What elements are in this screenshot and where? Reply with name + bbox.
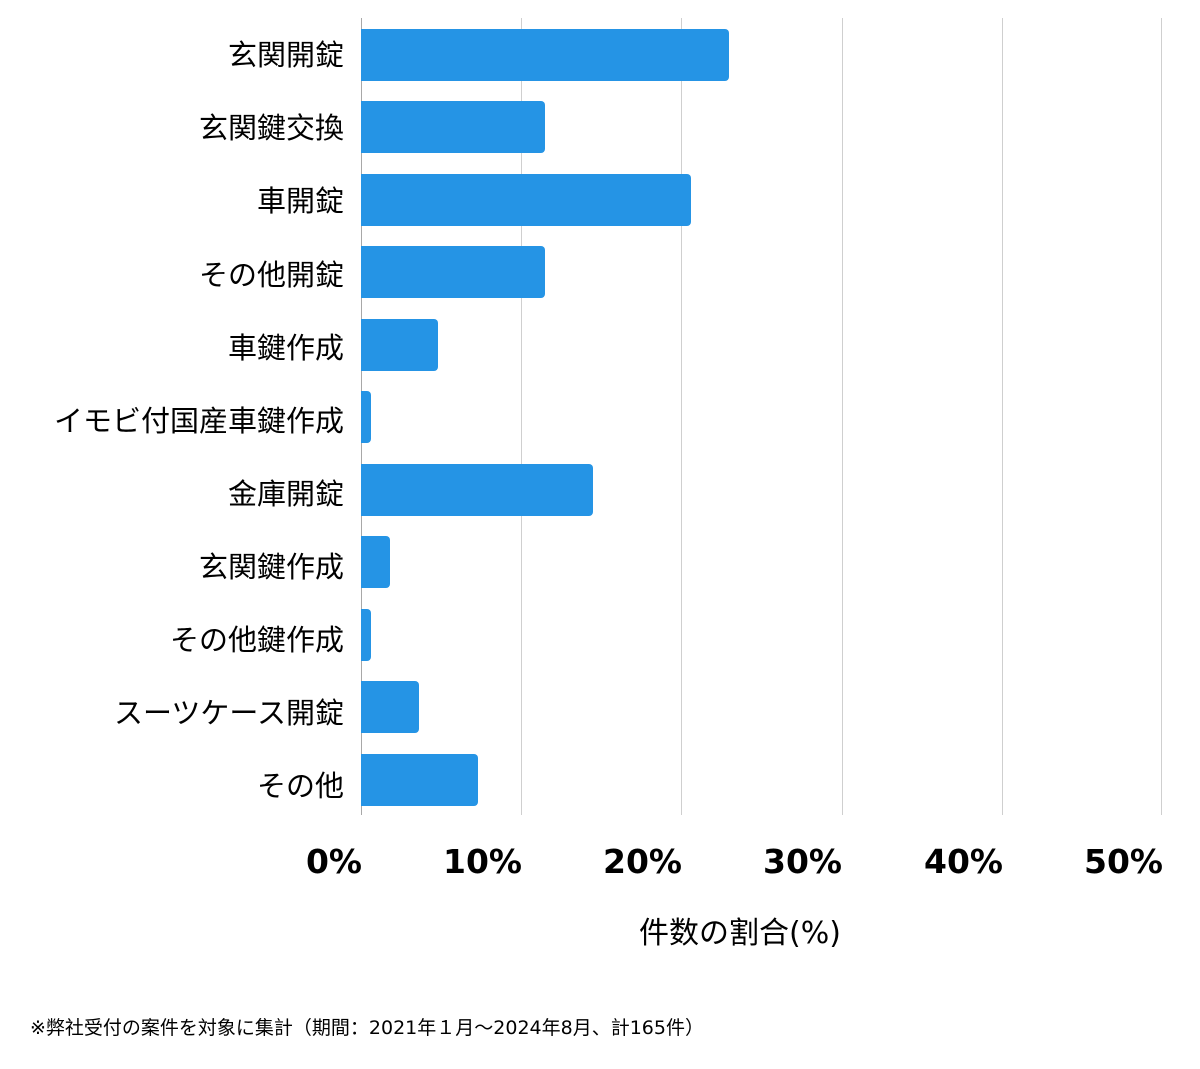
bar: [361, 29, 730, 81]
category-label: その他鍵作成: [169, 623, 344, 657]
gridline-10: [521, 18, 523, 815]
bar-row: [361, 308, 1162, 380]
bar-row: [361, 163, 1162, 235]
category-label: 車開錠: [256, 184, 344, 218]
bar-row: [361, 525, 1162, 597]
bar-row: [361, 235, 1162, 307]
bar: [361, 173, 691, 226]
category-label: 玄関鍵交換: [198, 111, 344, 145]
category-label: その他: [256, 769, 344, 803]
bar: [361, 101, 546, 154]
footnote: ※弊社受付の案件を対象に集計（期間：2021年１月〜2024年8月、計165件）: [30, 1017, 704, 1039]
category-label: スーツケース開錠: [114, 696, 344, 730]
category-label: 玄関鍵作成: [198, 550, 344, 584]
x-tick-label: 50%: [1084, 842, 1163, 881]
category-label: 玄関開錠: [227, 38, 344, 72]
x-tick-label: 20%: [603, 842, 682, 881]
bar: [361, 318, 438, 371]
bar-row: [361, 380, 1162, 452]
bar: [361, 608, 371, 661]
bar: [361, 246, 546, 299]
bar-row: [361, 90, 1162, 162]
gridline-40: [1001, 18, 1003, 815]
bar-row: [361, 743, 1162, 815]
gridline-50: [1161, 18, 1162, 815]
bar: [361, 536, 390, 589]
bar: [361, 463, 594, 516]
gridline-20: [681, 18, 683, 815]
x-tick-label: 30%: [763, 842, 842, 881]
x-tick-label: 0%: [305, 842, 362, 881]
category-label: 金庫開錠: [227, 477, 344, 511]
bar-row: [361, 598, 1162, 670]
bar: [361, 753, 478, 806]
bar-row: [361, 453, 1162, 525]
category-label: イモビ付国産車鍵作成: [53, 404, 344, 438]
x-tick-label: 10%: [443, 842, 522, 881]
bar-row: [361, 670, 1162, 742]
category-label: その他開錠: [198, 258, 344, 292]
plot-area: [361, 18, 1162, 815]
bar: [361, 681, 419, 734]
gridline-30: [841, 18, 843, 815]
bar: [361, 391, 371, 444]
x-axis-title: 件数の割合(%): [639, 916, 841, 951]
bar-row: [361, 18, 1162, 90]
x-tick-label: 40%: [924, 842, 1003, 881]
category-label: 車鍵作成: [227, 331, 344, 365]
